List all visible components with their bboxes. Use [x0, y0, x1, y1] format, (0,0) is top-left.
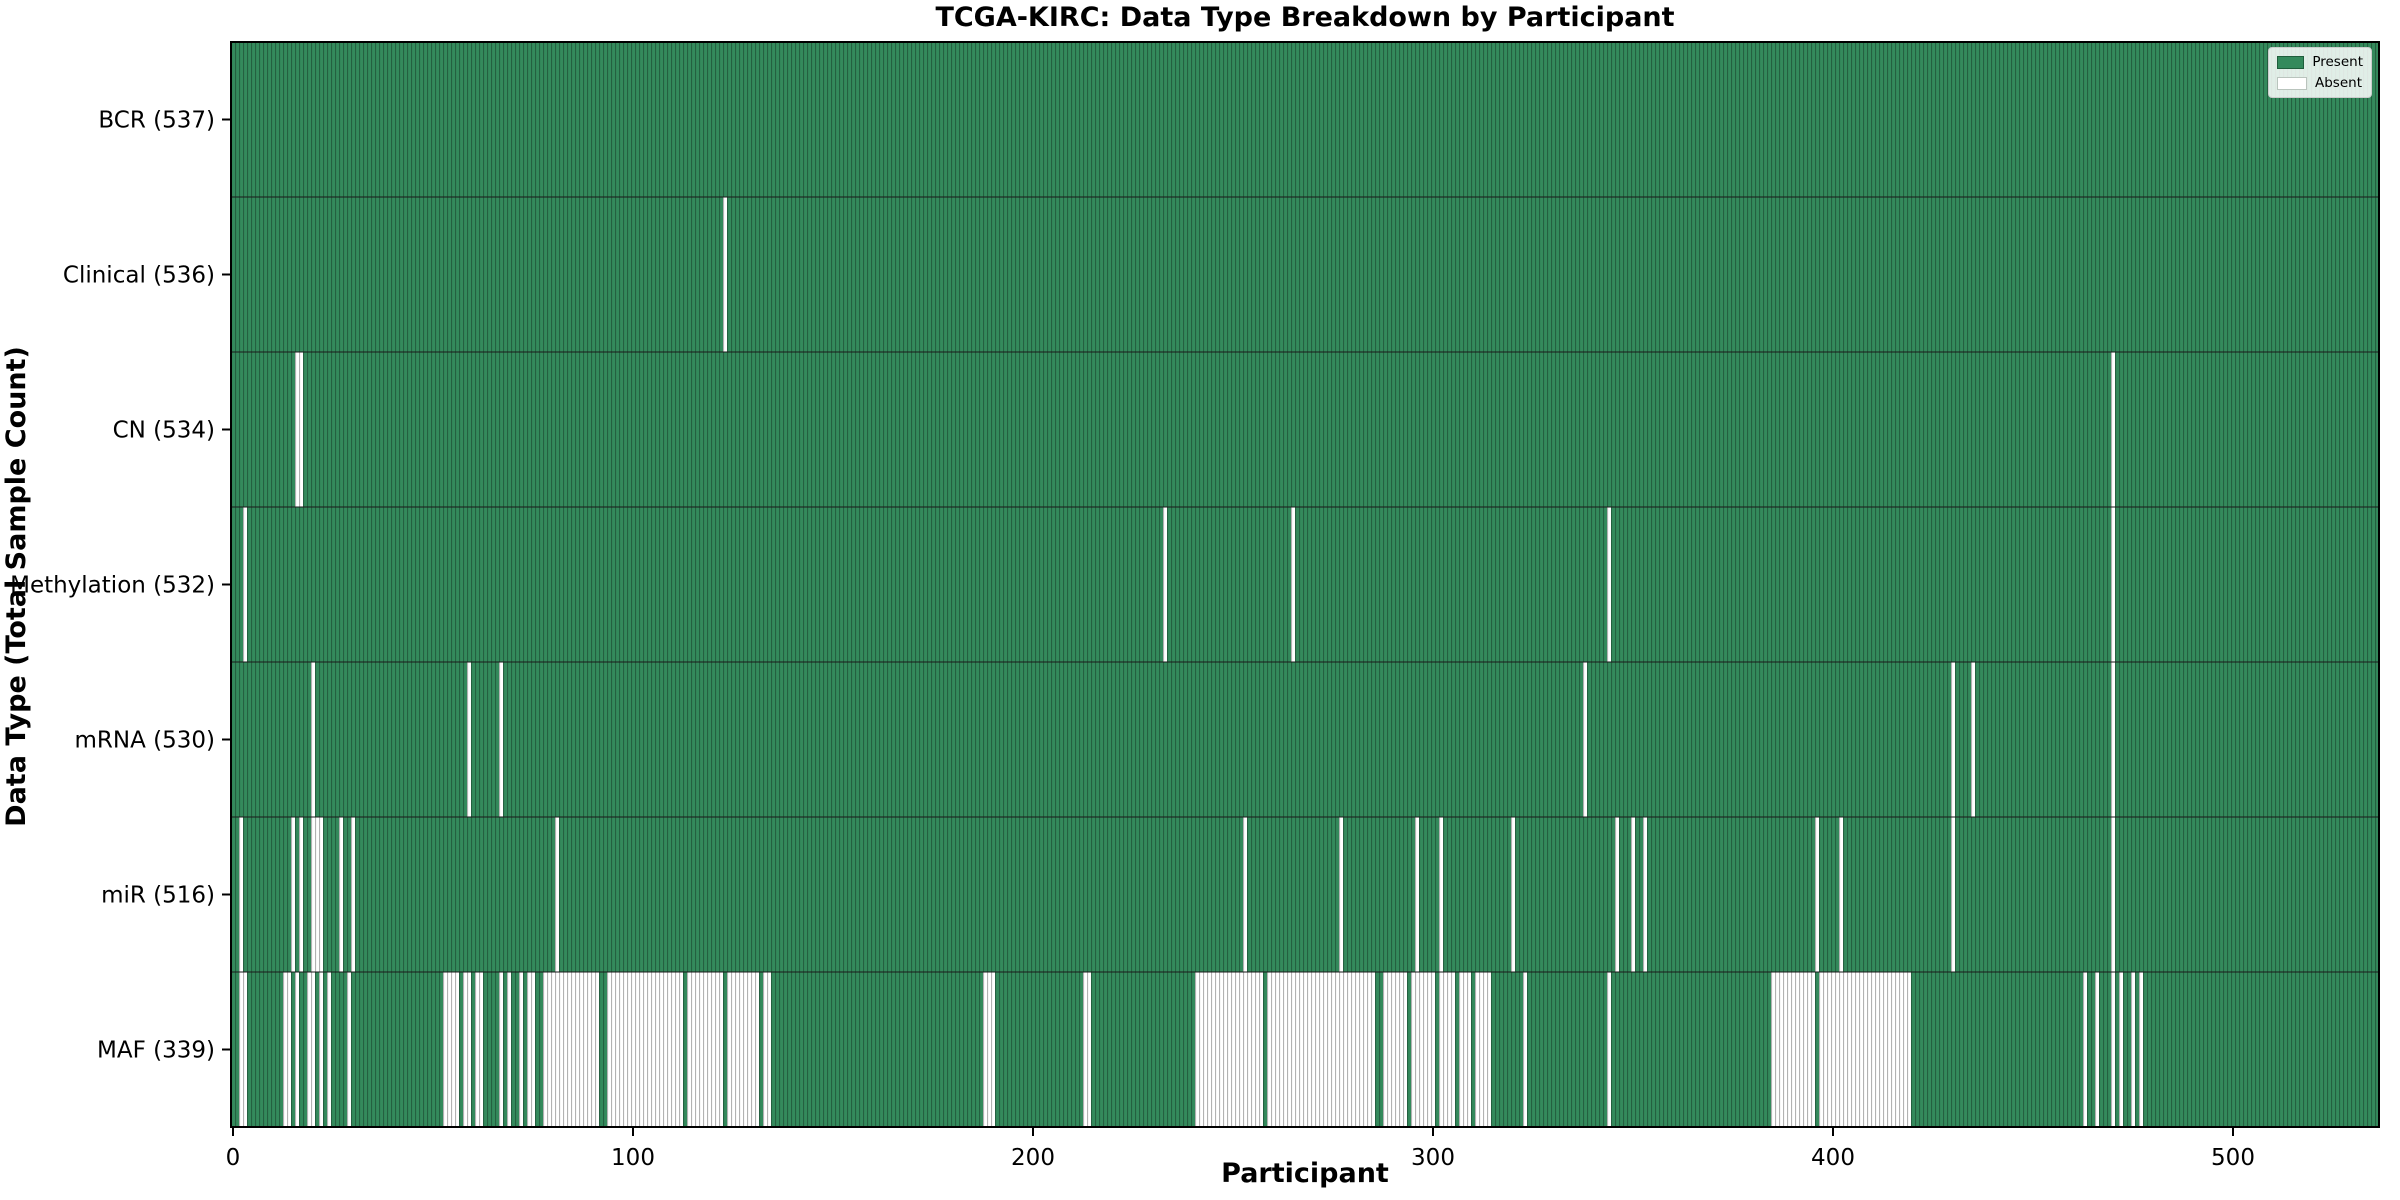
legend-entry-absent: Absent [2277, 75, 2363, 91]
y-tick-label: CN (534) [113, 418, 215, 444]
x-tick-label: 300 [1411, 1145, 1455, 1171]
y-tick-label: BCR (537) [98, 108, 215, 134]
x-axis-label: Participant [1221, 1158, 1389, 1189]
x-tick-label: 0 [226, 1145, 241, 1171]
present-swatch [2277, 55, 2305, 69]
legend-present-label: Present [2312, 54, 2363, 70]
y-tick-label: mRNA (530) [75, 728, 215, 754]
absent-swatch [2277, 76, 2307, 90]
y-tick-label: miR (516) [101, 883, 215, 909]
x-tick-label: 100 [611, 1145, 655, 1171]
y-tick-label: MAF (339) [97, 1038, 215, 1064]
legend-entry-present: Present [2277, 54, 2363, 70]
bar-edges-texture [231, 42, 2379, 1127]
y-tick-label: Methylation (532) [10, 573, 215, 599]
y-tick-label: Clinical (536) [63, 263, 215, 289]
x-tick-label: 400 [1811, 1145, 1855, 1171]
legend-absent-label: Absent [2315, 75, 2362, 91]
x-tick-label: 500 [2211, 1145, 2255, 1171]
chart-title: TCGA-KIRC: Data Type Breakdown by Partic… [935, 2, 1675, 33]
legend: Present Absent [2268, 47, 2372, 98]
x-tick-label: 200 [1011, 1145, 1055, 1171]
